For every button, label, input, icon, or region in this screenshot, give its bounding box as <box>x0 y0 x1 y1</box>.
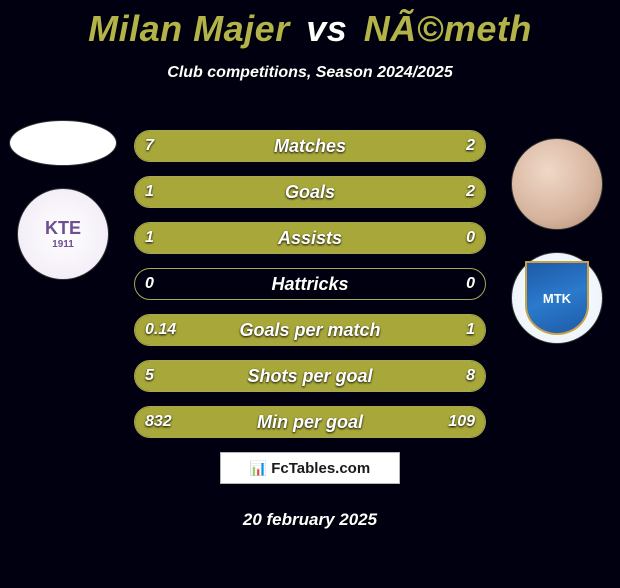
stat-value-left: 832 <box>145 407 172 437</box>
stat-fill-left <box>135 407 443 437</box>
player2-name: NÃ©meth <box>364 8 532 49</box>
stat-fill-left <box>135 131 408 161</box>
subtitle: Club competitions, Season 2024/2025 <box>0 64 620 82</box>
stat-row: 58Shots per goal <box>134 360 486 392</box>
stat-value-right: 0 <box>466 223 475 253</box>
stat-bars: 72Matches12Goals10Assists00Hattricks0.14… <box>134 130 486 438</box>
stat-value-left: 0 <box>145 269 154 299</box>
stat-value-right: 2 <box>466 131 475 161</box>
source-site: FcTables.com <box>271 460 370 477</box>
left-player-photo <box>9 120 117 166</box>
stat-fill-left <box>135 361 268 391</box>
stat-fill-right <box>177 315 485 345</box>
left-player-column: KTE 1911 <box>8 120 118 280</box>
stat-value-right: 109 <box>448 407 475 437</box>
left-club-detail: 1911 <box>52 239 74 250</box>
stat-value-left: 5 <box>145 361 154 391</box>
right-club-badge: MTK <box>511 252 603 344</box>
stat-value-left: 1 <box>145 223 154 253</box>
stat-value-left: 0.14 <box>145 315 176 345</box>
title-vs: vs <box>306 8 347 49</box>
stat-row: 0 0Hattricks <box>134 268 486 300</box>
right-club-code: MTK <box>543 291 571 306</box>
right-player-column: MTK <box>502 138 612 344</box>
stat-value-right: 1 <box>466 315 475 345</box>
stat-label: Hattricks <box>135 269 485 299</box>
right-player-photo <box>511 138 603 230</box>
comparison-title: Milan Majer vs NÃ©meth <box>0 8 620 50</box>
stat-row: 10Assists <box>134 222 486 254</box>
source-badge: 📊 FcTables.com <box>220 452 400 484</box>
stat-value-right: 8 <box>466 361 475 391</box>
stat-fill-right <box>251 177 486 207</box>
left-club-badge-inner: KTE 1911 <box>33 199 93 269</box>
player1-name: Milan Majer <box>88 8 290 49</box>
stat-row: 72Matches <box>134 130 486 162</box>
stat-row: 832109Min per goal <box>134 406 486 438</box>
stat-fill-right <box>268 361 485 391</box>
stat-value-left: 1 <box>145 177 154 207</box>
footer-date: 20 february 2025 <box>0 510 620 530</box>
stat-fill-left <box>135 223 485 253</box>
stat-value-right: 2 <box>466 177 475 207</box>
stat-row: 12Goals <box>134 176 486 208</box>
left-club-code: KTE <box>45 218 81 239</box>
stat-row: 0.141Goals per match <box>134 314 486 346</box>
stat-value-right: 0 <box>466 269 475 299</box>
source-logo-icon: 📊 <box>250 460 265 477</box>
right-club-badge-inner: MTK <box>525 261 589 335</box>
left-club-badge: KTE 1911 <box>17 188 109 280</box>
stat-value-left: 7 <box>145 131 154 161</box>
